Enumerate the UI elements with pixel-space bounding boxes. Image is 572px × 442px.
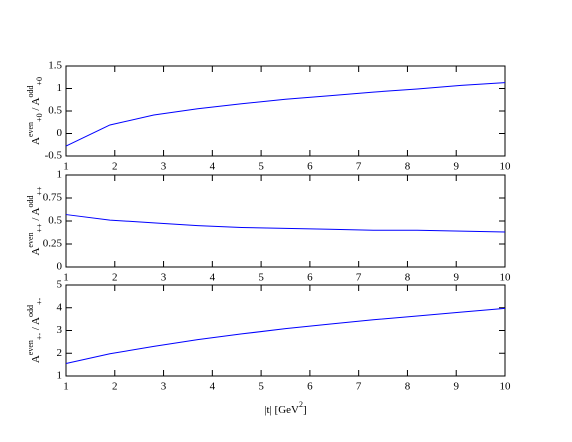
y-tick-label: 1 <box>57 82 63 94</box>
x-axis-label: |t| [GeV2] <box>264 400 306 415</box>
y-tick-label: 1 <box>57 169 63 181</box>
y-tick-label: 0 <box>57 261 63 273</box>
y-tick-label: -0.5 <box>45 150 63 162</box>
y-tick-label: 1.5 <box>48 60 62 72</box>
y-axis-label-part: ++ <box>35 223 44 233</box>
x-tick-label: 7 <box>356 381 362 393</box>
y-axis-label-part: +- <box>35 298 44 306</box>
x-tick-label: 1 <box>63 381 69 393</box>
plot-frame <box>65 284 506 377</box>
x-tick-label: 10 <box>500 381 512 393</box>
y-tick-label: 0.25 <box>43 238 63 250</box>
y-tick-label: 0.5 <box>48 105 62 117</box>
x-tick-label: 4 <box>210 381 216 393</box>
x-tick-label: 7 <box>356 272 362 284</box>
x-tick-label: 5 <box>258 272 264 284</box>
y-axis-label: Aeven++ / Aodd++ <box>26 186 44 256</box>
y-axis-label-part: A <box>30 137 42 145</box>
data-line <box>65 307 506 364</box>
x-tick-label: 8 <box>405 272 411 284</box>
y-axis-label-part: even <box>26 340 35 355</box>
x-tick-label: 10 <box>500 161 512 173</box>
x-axis-label-part: |t| [GeV <box>264 404 299 416</box>
x-tick-label: 5 <box>258 161 264 173</box>
y-tick-label: 3 <box>57 324 63 336</box>
x-tick-label: 3 <box>161 272 167 284</box>
x-tick-label: 8 <box>405 161 411 173</box>
x-tick-label: 9 <box>453 161 459 173</box>
x-tick-label: 3 <box>161 381 167 393</box>
y-axis-label-part: odd <box>26 305 35 317</box>
y-axis-label-part: / A <box>30 97 42 113</box>
x-tick-label: 4 <box>210 272 216 284</box>
x-tick-label: 7 <box>356 161 362 173</box>
x-tick-label: 2 <box>112 381 118 393</box>
x-axis-label-part: ] <box>303 404 307 416</box>
x-tick-label: 1 <box>63 161 69 173</box>
y-axis-label-part: odd <box>26 196 35 208</box>
x-tick-label: 2 <box>112 161 118 173</box>
x-tick-label: 6 <box>307 161 313 173</box>
x-tick-label: 2 <box>112 272 118 284</box>
data-line <box>65 82 506 147</box>
y-tick-label: 2 <box>57 347 63 359</box>
x-tick-label: 10 <box>500 272 512 284</box>
y-tick-label: 4 <box>57 301 63 313</box>
y-tick-label: 5 <box>57 279 63 291</box>
x-tick-label: 6 <box>307 381 313 393</box>
data-line <box>65 214 506 233</box>
x-tick-label: 9 <box>453 381 459 393</box>
x-tick-label: 5 <box>258 381 264 393</box>
y-tick-label: 0.5 <box>48 215 62 227</box>
y-axis-label-part: A <box>30 355 42 363</box>
y-axis-label-part: odd <box>26 86 35 98</box>
y-axis-label-part: A <box>30 248 42 256</box>
plot-frame <box>65 65 506 157</box>
y-tick-label: 0.75 <box>43 192 63 204</box>
x-tick-label: 1 <box>63 272 69 284</box>
y-axis-label: Aeven+- / Aodd+- <box>26 298 44 364</box>
y-axis-label-part: / A <box>30 317 42 333</box>
y-axis-label-part: even <box>26 232 35 247</box>
y-axis-label-part: ++ <box>35 186 44 196</box>
y-axis-label-part: +0 <box>35 113 44 122</box>
y-axis-label: Aeven+0 / Aodd+0 <box>26 77 44 145</box>
x-tick-label: 8 <box>405 381 411 393</box>
y-tick-label: 0 <box>57 127 63 139</box>
y-axis-label-part: even <box>26 122 35 137</box>
y-axis-label-part: +- <box>35 333 44 341</box>
x-tick-label: 6 <box>307 272 313 284</box>
y-tick-label: 1 <box>57 370 63 382</box>
x-tick-label: 9 <box>453 272 459 284</box>
y-axis-label-part: +0 <box>35 77 44 86</box>
x-axis-label-part: 2 <box>299 400 303 409</box>
x-tick-label: 4 <box>210 161 216 173</box>
y-axis-label-part: / A <box>30 207 42 223</box>
x-tick-label: 3 <box>161 161 167 173</box>
